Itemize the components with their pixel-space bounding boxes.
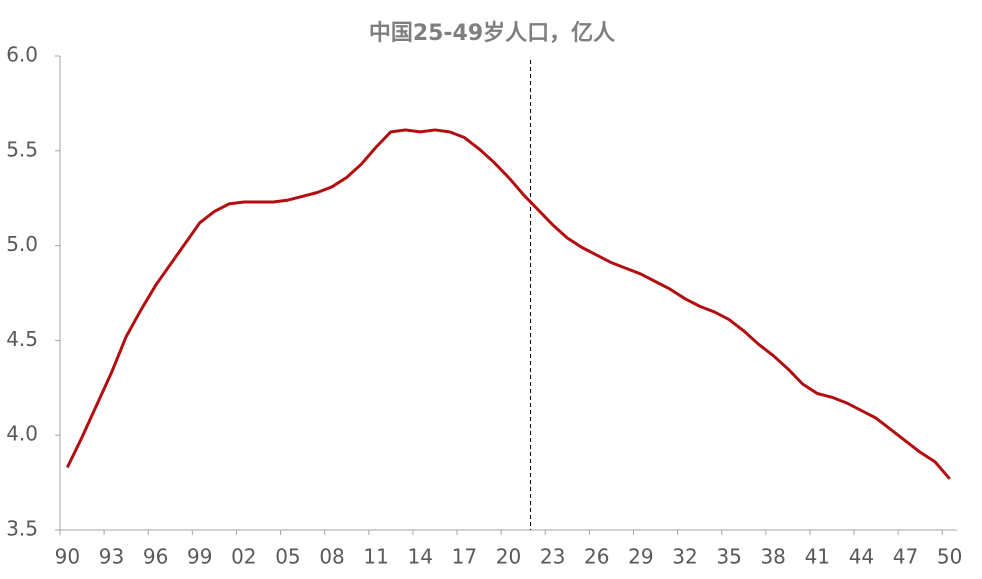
x-tick-label: 41 [805, 545, 830, 569]
y-tick-label: 5.5 [6, 137, 38, 161]
y-tick-label: 5.0 [6, 232, 38, 256]
x-tick-label: 20 [496, 545, 521, 569]
x-tick-label: 38 [760, 545, 785, 569]
x-tick-label: 50 [937, 545, 962, 569]
x-tick-label: 17 [452, 545, 477, 569]
chart-title: 中国25-49岁人口，亿人 [369, 20, 615, 46]
x-tick-label: 02 [231, 545, 256, 569]
x-tick-label: 29 [628, 545, 653, 569]
x-tick-label: 96 [143, 545, 168, 569]
x-tick-label: 47 [893, 545, 918, 569]
x-tick-label: 32 [672, 545, 697, 569]
x-tick-label: 14 [408, 545, 433, 569]
y-tick-label: 4.0 [6, 422, 38, 446]
x-tick-label: 11 [363, 545, 388, 569]
x-tick-label: 05 [275, 545, 300, 569]
x-tick-label: 44 [849, 545, 874, 569]
x-tick-label: 23 [540, 545, 565, 569]
series-line [66, 128, 951, 480]
y-tick-label: 4.5 [6, 327, 38, 351]
x-tick-label: 26 [584, 545, 609, 569]
y-tick-label: 6.0 [6, 43, 38, 67]
y-tick-label: 3.5 [6, 517, 38, 541]
x-tick-label: 90 [55, 545, 80, 569]
x-tick-label: 93 [99, 545, 124, 569]
x-tick-label: 08 [319, 545, 344, 569]
x-tick-label: 99 [187, 545, 212, 569]
x-tick-label: 35 [716, 545, 741, 569]
